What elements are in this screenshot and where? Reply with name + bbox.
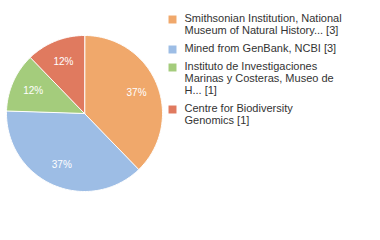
svg-text:Mined from GenBank, NCBI [3]: Mined from GenBank, NCBI [3] [185, 42, 337, 54]
svg-text:12%: 12% [53, 56, 73, 67]
svg-text:Instituto de InvestigacionesMa: Instituto de InvestigacionesMarinas y Co… [185, 60, 334, 96]
svg-text:12%: 12% [23, 85, 43, 96]
svg-text:37%: 37% [52, 159, 72, 170]
svg-text:Smithsonian Institution, Natio: Smithsonian Institution, NationalMuseum … [185, 12, 342, 36]
svg-text:37%: 37% [127, 87, 147, 98]
svg-text:Centre for BiodiversityGenomic: Centre for BiodiversityGenomics [1] [185, 102, 294, 126]
